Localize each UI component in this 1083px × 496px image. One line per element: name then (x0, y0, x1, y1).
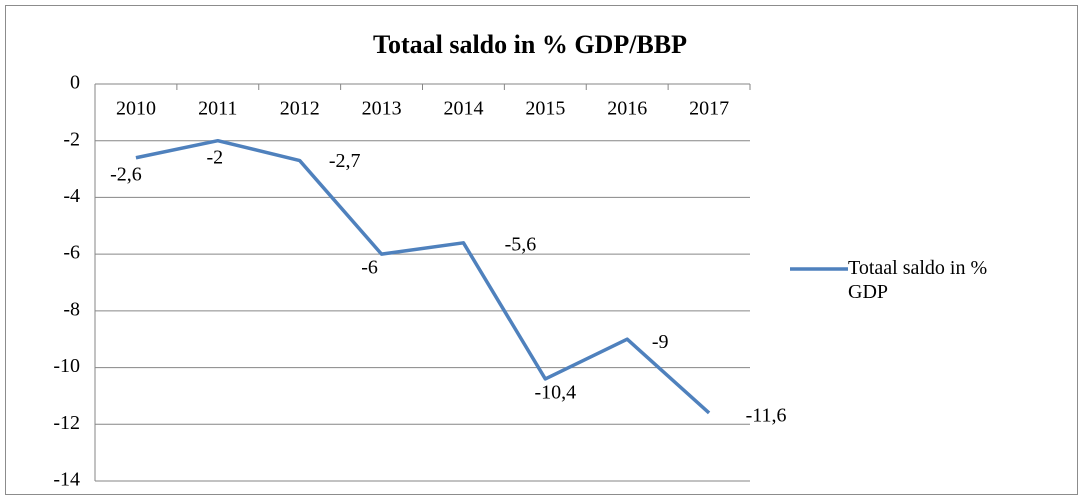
data-line (135, 138, 711, 415)
y-tick-label: -4 (63, 185, 80, 207)
x-tick-label: 2015 (525, 98, 565, 120)
y-tick-label: -2 (63, 128, 80, 150)
y-tick-label: 0 (70, 72, 80, 94)
data-label: -5,6 (505, 233, 537, 255)
x-tick-label: 2017 (689, 98, 729, 120)
chart-border (5, 5, 1078, 495)
legend-entry: Totaal saldo in % GDP (848, 257, 988, 303)
x-tick-label: 2014 (443, 98, 483, 120)
data-label: -6 (361, 257, 378, 279)
x-tick-label: 2016 (607, 98, 647, 120)
data-label: -10,4 (534, 382, 576, 404)
y-tick-label: -8 (63, 298, 80, 320)
y-tick-label: -6 (63, 242, 80, 264)
x-tick-label: 2011 (198, 98, 237, 120)
x-tick-label: 2010 (116, 98, 156, 120)
y-tick-label: -12 (53, 412, 80, 434)
data-label: -2,7 (329, 150, 361, 172)
y-tick-label: -10 (53, 355, 80, 377)
data-label: -11,6 (746, 405, 787, 427)
y-tick-label: -14 (53, 469, 80, 491)
data-label: -2,6 (110, 163, 142, 185)
legend-label: Totaal saldo in % GDP (848, 257, 988, 303)
data-label: -2 (206, 146, 223, 168)
data-label: -9 (652, 331, 669, 353)
chart-title: Totaal saldo in % GDP/BBP (373, 30, 687, 59)
x-tick-label: 2013 (362, 98, 402, 120)
x-tick-label: 2012 (280, 98, 320, 120)
